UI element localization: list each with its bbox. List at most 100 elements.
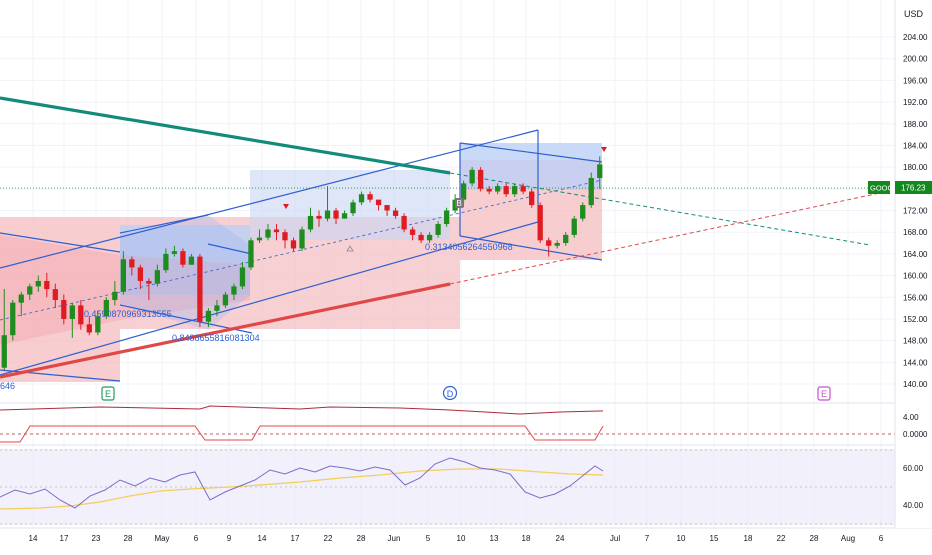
price-axis[interactable]: USD 204.00 200.00 196.00 192.00 188.00 184.00… [894, 0, 932, 528]
candle [78, 299, 84, 330]
last-price-badge: GOOGL 176.23 [868, 181, 932, 194]
candle-body [197, 256, 203, 322]
channel-4-bottom [459, 235, 603, 261]
channel-rise-top [0, 129, 539, 269]
channel-4-top [459, 142, 603, 163]
symbol-label: GOOGL [870, 184, 898, 193]
y-tick-label: 172.00 [903, 207, 928, 216]
y-tick-labels: 204.00 200.00 196.00 192.00 188.00 184.00 180.… [903, 33, 928, 389]
earnings-marker-1-label: E [105, 389, 111, 399]
candle-body [350, 202, 356, 214]
candle [554, 240, 560, 249]
candle-body [137, 267, 144, 281]
candle [61, 294, 67, 325]
candle-body [171, 251, 178, 254]
candle-body [367, 194, 373, 200]
candle [248, 237, 254, 271]
annotation-value-1: 0.4590870969313555 [84, 309, 172, 319]
y-tick-label: 148.00 [903, 337, 928, 346]
candle [367, 191, 373, 203]
candle-body [333, 210, 339, 219]
candle [401, 213, 407, 233]
indicator1-line-b [0, 425, 604, 443]
earnings-marker-1 [101, 386, 115, 401]
y-tick-label: 152.00 [903, 315, 928, 324]
candle-body [341, 213, 348, 219]
channel-3-top [207, 243, 253, 255]
candle-body [495, 186, 501, 192]
indicator1-tick-2: 0.0000 [903, 430, 928, 439]
candle [486, 186, 492, 195]
x-tick-label: 18 [522, 534, 531, 543]
y-tick-label: 160.00 [903, 272, 928, 281]
candle-body [426, 234, 433, 241]
candle [358, 191, 365, 206]
candle-body [273, 229, 280, 233]
candle [469, 167, 475, 187]
candle-body [231, 286, 237, 295]
candle [120, 251, 126, 295]
candle-body [358, 194, 365, 203]
candle-body [299, 229, 305, 249]
candle [256, 229, 263, 244]
red-trendline [0, 282, 451, 379]
candle-body [265, 229, 271, 238]
x-tick-label: 6 [194, 534, 199, 543]
candle [44, 272, 50, 298]
x-tick-label: 10 [677, 534, 686, 543]
candle-body [418, 234, 424, 241]
green-trendline [0, 96, 451, 175]
candle [273, 224, 280, 241]
candle-body [563, 234, 569, 244]
candle [495, 183, 501, 195]
candle [418, 232, 424, 244]
y-tick-label: 196.00 [903, 76, 928, 85]
annotation-value-4: 646 [0, 381, 15, 391]
candle-body [103, 299, 109, 317]
x-tick-label: 10 [457, 534, 466, 543]
down-arrow-icon [283, 204, 289, 209]
candle-body [554, 243, 560, 246]
y-tick-label: 140.00 [903, 380, 928, 389]
candle [529, 188, 535, 208]
channel-mid-dash [0, 179, 603, 321]
indicator2-rsi-line [0, 457, 604, 509]
candle-body [239, 267, 246, 287]
b-badge-label: B [457, 199, 462, 208]
last-price-label: 176.23 [901, 184, 926, 193]
red-trendline-extension [449, 192, 881, 285]
candle-body [188, 256, 195, 265]
currency-label: USD [904, 9, 924, 19]
indicator-pane-2 [0, 449, 895, 525]
x-tick-label: 6 [879, 534, 884, 543]
y-tick-label: 192.00 [903, 98, 928, 107]
candle [324, 186, 331, 222]
x-tick-label: 14 [29, 534, 38, 543]
candle-body [18, 294, 24, 303]
candle [350, 199, 356, 216]
candle-body [537, 205, 543, 241]
candle [333, 207, 339, 225]
candle [571, 215, 577, 238]
channel-1-top [0, 232, 121, 253]
candle-body [401, 215, 407, 230]
indicator-pane-1 [0, 405, 895, 443]
candle [163, 248, 169, 273]
time-axis[interactable]: 14 17 23 28 May 6 9 14 17 22 28 Jun 5 10 13 18 24 Jul 7 10 1… [29, 534, 884, 543]
candle [478, 167, 484, 192]
candle [10, 299, 16, 341]
candle [103, 297, 109, 319]
candle [520, 183, 526, 195]
candle [52, 283, 58, 309]
candle-body [478, 169, 484, 189]
y-tick-label: 164.00 [903, 250, 928, 259]
y-tick-label: 200.00 [903, 55, 928, 64]
candle-body [120, 259, 126, 292]
y-tick-label: 168.00 [903, 228, 928, 237]
candle-body [214, 305, 220, 311]
candle [384, 205, 390, 216]
x-tick-label: 22 [777, 534, 786, 543]
candle-body [580, 205, 586, 219]
candle-body [78, 305, 84, 325]
